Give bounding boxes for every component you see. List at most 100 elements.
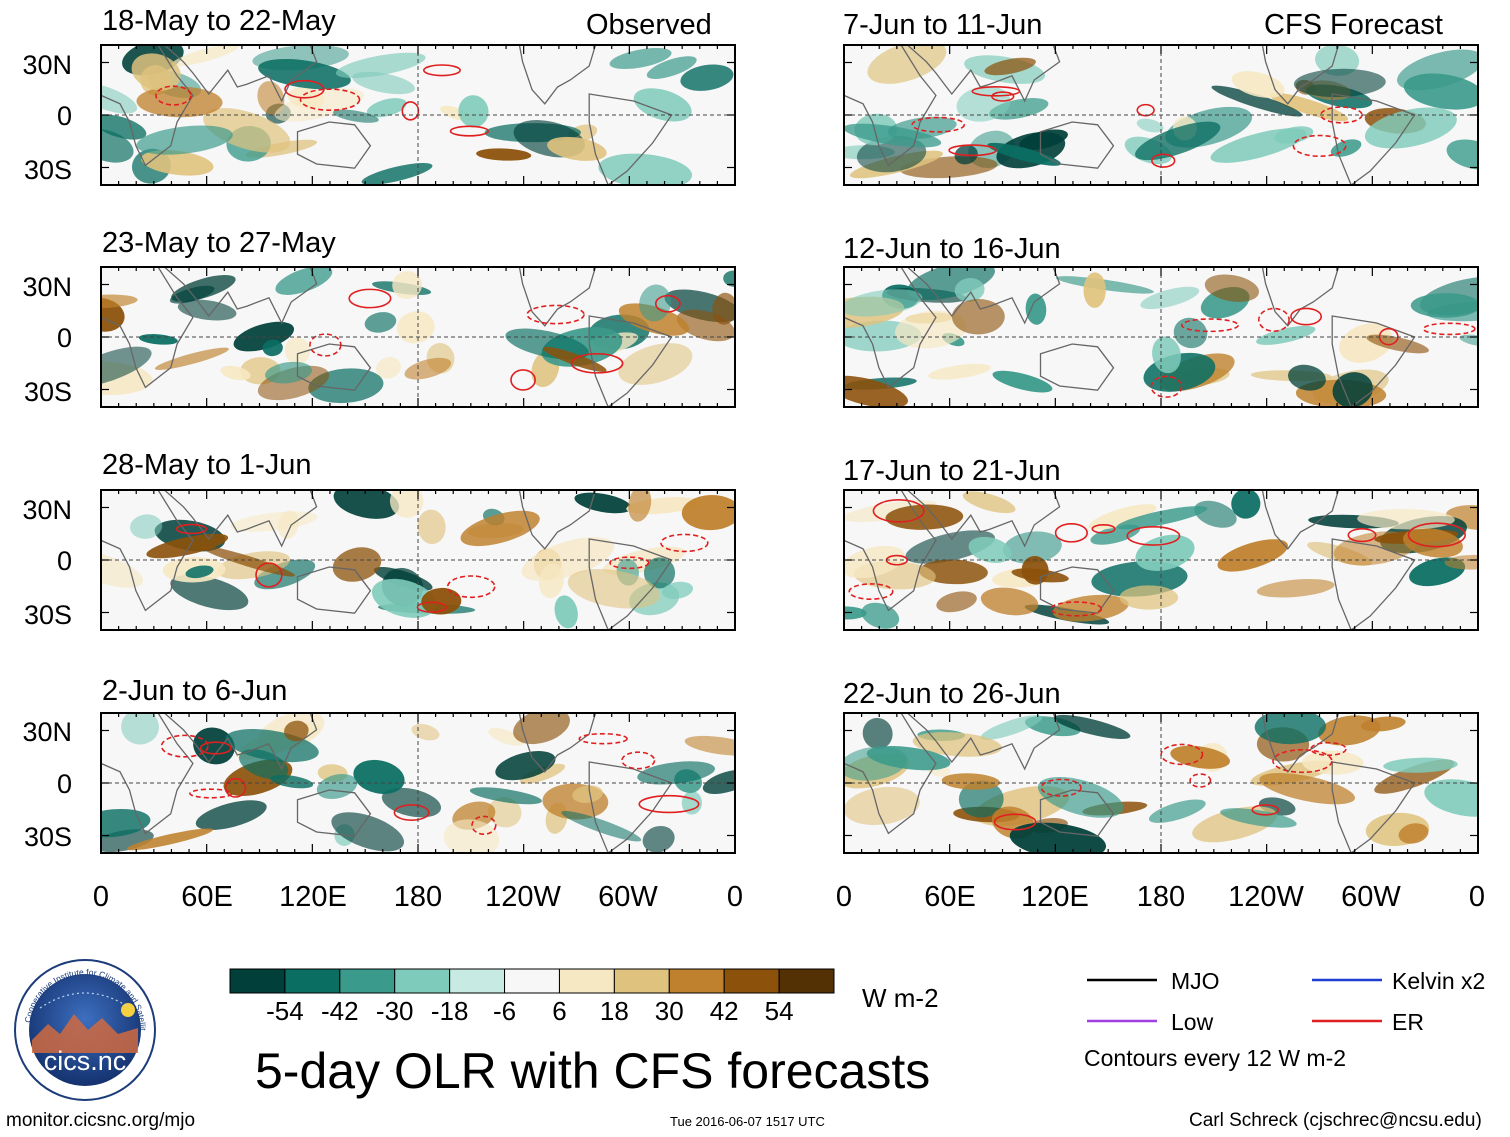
er-contour <box>422 64 461 77</box>
olr-anomaly-patch <box>335 52 426 78</box>
olr-anomaly-patch <box>980 587 1039 616</box>
legend-line-mjo <box>1087 978 1157 982</box>
olr-anomaly-patch <box>554 595 578 629</box>
olr-anomaly-patch <box>572 785 603 803</box>
colorbar <box>229 968 835 994</box>
olr-anomaly-patch <box>1446 139 1478 170</box>
er-contour <box>993 813 1037 831</box>
er-contour <box>1189 773 1212 788</box>
olr-anomaly-patch <box>919 559 988 585</box>
olr-anomaly-patch <box>1410 293 1478 318</box>
footer-url[interactable]: monitor.cicsnc.org/mjo <box>6 1110 196 1131</box>
olr-anomaly-patch <box>1088 504 1157 530</box>
er-contour <box>1150 375 1183 398</box>
olr-anomaly-patch <box>936 591 977 613</box>
olr-anomaly-patch <box>1037 776 1124 818</box>
er-contour <box>1151 153 1176 168</box>
olr-anomaly-patch <box>495 751 556 781</box>
olr-anomaly-patch <box>907 267 995 300</box>
er-contour <box>638 794 700 814</box>
olr-anomaly-patch <box>1339 323 1393 363</box>
lon-label-right: 60E <box>924 881 976 913</box>
olr-anomaly-patch <box>130 514 163 539</box>
olr-anomaly-patch <box>1003 531 1062 564</box>
olr-anomaly-patch <box>1053 714 1131 739</box>
er-contour <box>609 556 650 570</box>
er-contour <box>1347 528 1377 543</box>
olr-anomaly-patch <box>1009 822 1107 853</box>
legend-label-mjo: MJO <box>1171 968 1220 994</box>
er-contour <box>911 116 966 133</box>
er-contour <box>948 144 997 157</box>
olr-anomaly-patch <box>1398 823 1429 844</box>
er-contour <box>416 601 447 613</box>
olr-anomaly-patch <box>195 800 267 830</box>
map-panel <box>843 44 1479 186</box>
olr-anomaly-patch <box>681 495 735 531</box>
olr-anomaly-patch <box>1217 539 1288 572</box>
forecast-label: CFS Forecast <box>1264 9 1443 41</box>
map-panel <box>100 712 736 854</box>
lon-label-left: 60E <box>181 881 233 913</box>
coastline <box>1261 45 1340 105</box>
olr-anomaly-patch <box>443 819 500 853</box>
er-contour <box>1422 322 1476 336</box>
lat-label-30n: 30N <box>22 717 72 747</box>
lat-label-30s: 30S <box>23 377 72 407</box>
map-panel <box>100 266 736 408</box>
er-contour <box>654 294 681 313</box>
olr-anomaly-patch <box>170 574 249 611</box>
er-contour <box>1126 525 1181 546</box>
coastline <box>518 713 597 773</box>
coastline <box>844 267 937 389</box>
coastline <box>296 121 372 169</box>
olr-anomaly-patch <box>1366 334 1429 354</box>
olr-anomaly-patch <box>1383 757 1458 773</box>
lat-label-30s: 30S <box>23 822 72 852</box>
er-contour <box>660 533 709 553</box>
olr-anomaly-patch <box>257 81 285 116</box>
olr-anomaly-patch <box>284 720 309 742</box>
olr-anomaly-patch <box>1052 594 1129 622</box>
panel-title-obs-2: 23-May to 27-May <box>102 227 336 259</box>
er-contour <box>309 333 342 357</box>
olr-anomaly-patch <box>488 727 524 746</box>
olr-anomaly-patch <box>513 713 570 745</box>
lat-label-30n: 30N <box>22 50 72 80</box>
coastline <box>906 713 1061 771</box>
olr-anomaly-patch <box>1256 325 1316 345</box>
olr-anomaly-patch <box>171 45 240 67</box>
olr-anomaly-patch <box>332 547 382 582</box>
map-panel <box>100 44 736 186</box>
olr-anomaly-patch <box>185 565 214 579</box>
colorbar-tick-label: -6 <box>492 996 517 1026</box>
lat-label-30n: 30N <box>22 272 72 302</box>
olr-anomaly-patch <box>905 530 995 564</box>
colorbar-swatch <box>668 968 725 994</box>
olr-anomaly-patch <box>417 509 446 545</box>
er-contour <box>1407 522 1466 548</box>
olr-anomaly-patch <box>171 274 236 302</box>
coastline <box>1039 789 1115 837</box>
olr-anomaly-patch <box>141 150 214 176</box>
olr-anomaly-patch <box>101 550 144 588</box>
coastline <box>1039 121 1115 169</box>
olr-anomaly-patch <box>958 780 1004 818</box>
olr-anomaly-patch <box>460 510 540 547</box>
lon-label-left: 0 <box>726 881 744 913</box>
olr-anomaly-patch <box>680 64 734 91</box>
er-contour <box>393 804 430 821</box>
er-contour <box>971 85 1021 97</box>
er-contour <box>471 815 497 835</box>
coastline <box>163 267 318 325</box>
olr-anomaly-patch <box>352 71 415 95</box>
er-contour <box>199 741 232 755</box>
olr-anomaly-patch <box>258 58 351 90</box>
coastline <box>101 713 194 835</box>
olr-anomaly-patch <box>1170 745 1230 769</box>
coastline <box>101 267 194 389</box>
olr-anomaly-patch <box>954 278 985 302</box>
coastline <box>1331 538 1416 630</box>
olr-anomaly-patch <box>895 310 967 349</box>
er-contour <box>1251 804 1280 816</box>
